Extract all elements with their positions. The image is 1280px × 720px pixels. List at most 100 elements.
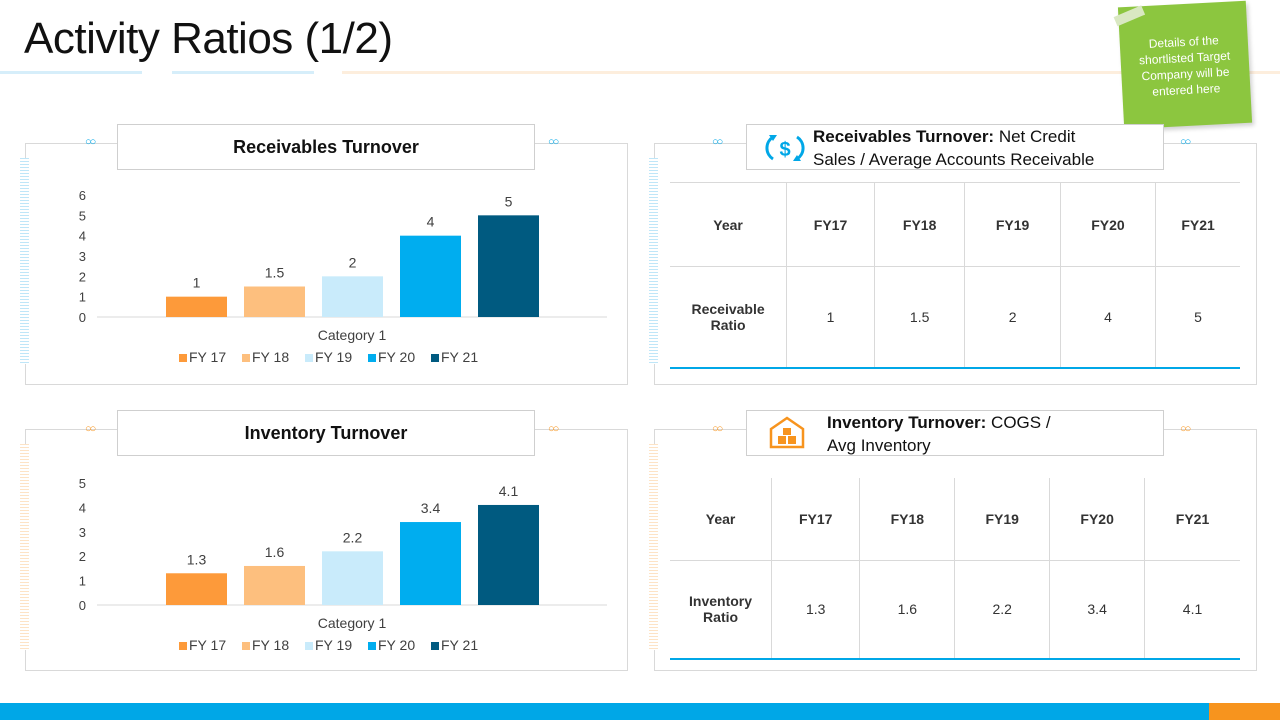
table-header-cell: Year — [670, 182, 787, 267]
y-tick-label: 2 — [79, 269, 86, 284]
receivables-formula-box: $ Receivables Turnover: Net Credit Sales… — [746, 124, 1164, 170]
table-cell: 1.6 — [859, 560, 955, 659]
table-cell: 2 — [964, 266, 1061, 368]
table-cell: 4.1 — [1144, 560, 1240, 659]
inventory-ratio-table: Year FY17 FY18 FY19 FY20 FY21 Inventory R… — [670, 478, 1240, 660]
bar-fy-17 — [166, 573, 227, 605]
y-tick-label: 1 — [79, 574, 86, 589]
table-header-cell: FY20 — [1059, 182, 1156, 267]
y-tick-label: 4 — [79, 500, 86, 515]
y-tick-label: 6 — [79, 188, 86, 203]
ring-decoration: ○○ — [85, 136, 96, 148]
legend-label: FY 18 — [252, 637, 289, 653]
data-label: 2 — [349, 254, 357, 270]
table-header-cell: FY18 — [859, 478, 955, 561]
legend-label: FY 20 — [378, 637, 415, 653]
y-tick-label: 0 — [79, 310, 86, 325]
bar-fy-21 — [478, 504, 539, 605]
table-header-cell: FY21 — [1155, 182, 1240, 267]
row-label-line: Inventory — [689, 593, 753, 610]
title-underline-orange — [342, 71, 1280, 74]
legend-label: FY 18 — [252, 349, 289, 365]
table-header-cell: FY20 — [1049, 478, 1145, 561]
receivables-chart-title: Receivables Turnover — [117, 124, 535, 170]
legend-swatch — [305, 642, 313, 650]
data-label: 4.1 — [499, 483, 519, 499]
data-label: 2.2 — [343, 529, 363, 545]
receivables-formula-line1: Net Credit — [994, 127, 1076, 146]
y-tick-label: 3 — [79, 249, 86, 264]
legend-label: FY 21 — [441, 637, 478, 653]
table-cell: 5 — [1155, 266, 1240, 368]
data-label: 5 — [505, 193, 513, 209]
legend-label: FY 20 — [378, 349, 415, 365]
y-tick-label: 5 — [79, 476, 86, 491]
dollar-cycle-icon: $ — [765, 135, 805, 161]
y-tick-label: 2 — [79, 549, 86, 564]
data-label: 1.6 — [265, 544, 285, 560]
legend-swatch — [242, 642, 250, 650]
table-header-cell: FY17 — [786, 182, 875, 267]
data-label: 3.4 — [421, 500, 441, 516]
bar-fy-20 — [400, 522, 461, 605]
bar-fy-19 — [322, 276, 383, 317]
inventory-table-stripe — [649, 444, 658, 650]
receivables-table-stripe — [649, 158, 658, 364]
row-label-line: Ratio — [710, 316, 746, 333]
table-header-cell: FY19 — [964, 182, 1061, 267]
table-header-cell: Year — [670, 478, 772, 561]
y-tick-label: 3 — [79, 525, 86, 540]
ring-decoration: ○○ — [548, 136, 559, 148]
y-tick-label: 0 — [79, 598, 86, 613]
legend-swatch — [431, 354, 439, 362]
inventory-turnover-chart: 0 1 2 3 4 5 1.3 1.6 2.2 3.4 4.1 Category 1 FY 17 FY 1… — [79, 476, 607, 653]
y-tick-label: 1 — [79, 290, 86, 305]
title-underline-blue-2 — [172, 71, 314, 74]
footer-bar-blue — [0, 703, 1209, 720]
sticky-note: Details of the shortlisted Target Compan… — [1113, 0, 1253, 130]
inventory-chart-title: Inventory Turnover — [117, 410, 535, 456]
legend-swatch — [179, 354, 187, 362]
bar-fy-19 — [322, 551, 383, 605]
legend-label: FY 21 — [441, 349, 478, 365]
table-cell: 3.4 — [1049, 560, 1145, 659]
legend-swatch — [305, 354, 313, 362]
row-label-line: Receivable — [691, 300, 765, 317]
legend-swatch — [179, 642, 187, 650]
bar-fy-18 — [244, 565, 305, 605]
table-cell: 1.5 — [873, 266, 965, 368]
y-tick-label: 4 — [79, 229, 86, 244]
receivables-formula-bold: Receivables Turnover: — [813, 127, 995, 146]
receivables-formula-text: Receivables Turnover: Net Credit Sales /… — [813, 125, 1094, 171]
inventory-formula-text: Inventory Turnover: COGS / Avg Inventory — [827, 411, 1051, 457]
inventory-chart-stripe — [20, 444, 29, 650]
table-header-cell: FY21 — [1144, 478, 1240, 561]
inventory-formula-line1: COGS / — [986, 413, 1051, 432]
row-label-line: Ratio — [703, 609, 739, 626]
legend-label: FY 19 — [315, 637, 352, 653]
receivables-formula-line2: Sales / Average Accounts Receivable — [813, 150, 1095, 169]
table-cell: 1 — [786, 266, 875, 368]
table-header-cell: FY19 — [954, 478, 1050, 561]
sticky-tape — [1113, 5, 1146, 27]
x-category-label: Category 1 — [318, 327, 387, 343]
ring-decoration: ○○ — [548, 423, 559, 435]
legend-swatch — [431, 642, 439, 650]
inventory-formula-box: Inventory Turnover: COGS / Avg Inventory — [746, 410, 1164, 456]
bar-fy-20 — [400, 235, 461, 317]
legend-swatch — [242, 354, 250, 362]
legend-swatch — [368, 642, 376, 650]
ring-decoration: ○○ — [1180, 136, 1191, 148]
legend-label: FY 17 — [189, 349, 226, 365]
receivables-chart-stripe — [20, 158, 29, 364]
ring-decoration: ○○ — [712, 423, 723, 435]
table-row-label: Inventory Ratio — [670, 560, 772, 659]
ring-decoration: ○○ — [712, 136, 723, 148]
receivables-ratio-table: Year FY17 FY18 FY19 FY20 FY21 Receivable… — [670, 182, 1240, 369]
y-tick-label: 5 — [79, 208, 86, 223]
x-category-label: Category 1 — [318, 615, 387, 631]
data-label: 1.3 — [187, 551, 207, 567]
legend-label: FY 17 — [189, 637, 226, 653]
inventory-formula-line2: Avg Inventory — [827, 436, 931, 455]
data-label: 4 — [427, 214, 435, 230]
